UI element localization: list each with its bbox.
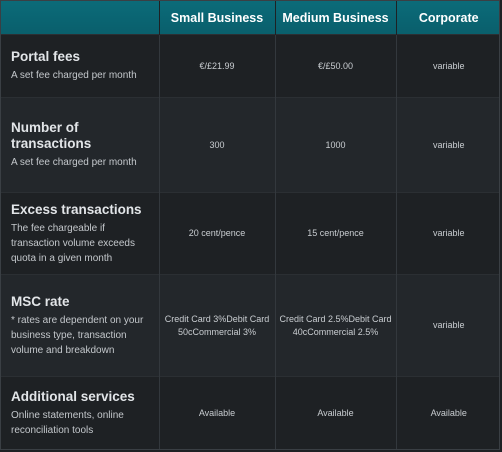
row-description: Online statements, online reconciliation…	[11, 409, 124, 436]
row-description: A set fee charged per month	[11, 157, 137, 168]
row-number-of-transactions: Number of transactions A set fee charged…	[1, 97, 499, 193]
row-title: Portal fees	[11, 49, 81, 64]
cell-small-business: Credit Card 3%Debit Card 50cCommercial 3…	[158, 274, 275, 377]
row-excess-transactions: Excess transactions The fee chargeable i…	[1, 192, 499, 275]
row-title: Additional services	[11, 388, 135, 404]
row-title: Number of transactions	[11, 120, 92, 151]
header-row: Small Business Medium Business Corporate	[1, 1, 499, 35]
cell-small-business: Available	[158, 376, 275, 449]
header-medium-business: Medium Business	[274, 1, 396, 35]
row-title: Excess transactions	[11, 201, 142, 217]
cell-corporate: variable	[395, 34, 499, 98]
row-label: Portal fees A set fee charged per month	[1, 34, 159, 98]
header-small-business: Small Business	[158, 1, 275, 35]
cell-small-business: €/£21.99	[158, 34, 275, 98]
row-additional-services: Additional services Online statements, o…	[1, 376, 499, 449]
cell-medium-business: Credit Card 2.5%Debit Card 40cCommercial…	[274, 274, 396, 377]
row-title: MSC rate	[11, 293, 70, 309]
row-portal-fees: Portal fees A set fee charged per month …	[1, 34, 499, 98]
row-description: A set fee charged per month	[11, 70, 137, 81]
cell-corporate: variable	[395, 97, 499, 193]
cell-corporate: variable	[395, 192, 499, 275]
cell-medium-business: 15 cent/pence	[274, 192, 396, 275]
row-label: Excess transactions The fee chargeable i…	[1, 192, 159, 275]
cell-medium-business: €/£50.00	[274, 34, 396, 98]
cell-small-business: 20 cent/pence	[158, 192, 275, 275]
cell-corporate: variable	[395, 274, 499, 377]
cell-medium-business: Available	[274, 376, 396, 449]
row-label: MSC rate * rates are dependent on your b…	[1, 274, 159, 377]
cell-small-business: 300	[158, 97, 275, 193]
row-msc-rate: MSC rate * rates are dependent on your b…	[1, 274, 499, 377]
row-label: Number of transactions A set fee charged…	[1, 97, 159, 193]
cell-medium-business: 1000	[274, 97, 396, 193]
row-label: Additional services Online statements, o…	[1, 376, 159, 449]
row-description: * rates are dependent on your business t…	[11, 314, 144, 356]
row-description: The fee chargeable if transaction volume…	[11, 222, 135, 264]
cell-corporate: Available	[395, 376, 499, 449]
header-corner	[1, 1, 159, 35]
header-corporate: Corporate	[395, 1, 499, 35]
